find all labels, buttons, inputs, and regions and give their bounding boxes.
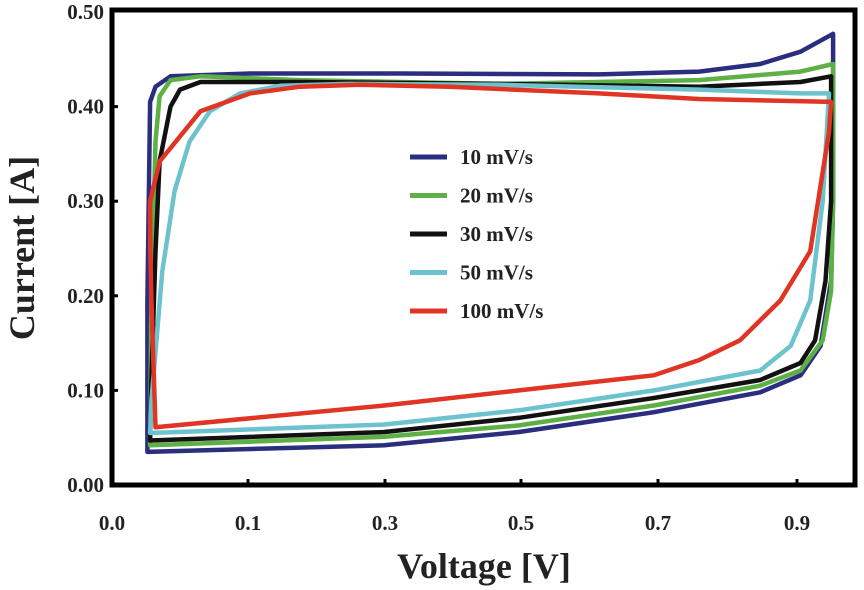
series-line-100-mv-s <box>147 82 834 430</box>
legend-label: 100 mV/s <box>460 299 543 323</box>
x-tick-label: 0.0 <box>99 511 125 535</box>
x-tick-label: 0.9 <box>784 511 810 535</box>
series-line-10-mv-s <box>145 31 836 455</box>
series-line-30-mv-s <box>147 74 834 443</box>
x-tick-label: 0.7 <box>645 511 671 535</box>
legend: 10 mV/s 20 mV/s 30 mV/s 50 mV/s 100 mV/s <box>410 145 543 323</box>
x-axis-title: Voltage [V] <box>397 546 571 586</box>
legend-label: 10 mV/s <box>460 145 533 169</box>
y-axis-title: Current [A] <box>2 156 42 340</box>
x-tick-label: 0.3 <box>372 511 398 535</box>
series-line-50-mv-s <box>147 81 832 436</box>
legend-label: 20 mV/s <box>460 184 533 208</box>
y-axis: 0.00 0.10 0.20 0.30 0.40 0.50 <box>67 0 118 497</box>
legend-label: 50 mV/s <box>460 261 533 285</box>
y-tick-label: 0.00 <box>67 473 104 497</box>
y-tick-label: 0.10 <box>67 378 104 402</box>
series-line-20-mv-s <box>147 61 836 448</box>
y-tick-label: 0.40 <box>67 95 104 119</box>
x-tick-label: 0.5 <box>508 511 534 535</box>
y-tick-label: 0.30 <box>67 189 104 213</box>
plot-frame <box>109 7 858 488</box>
x-axis: 0.0 0.1 0.3 0.5 0.7 0.9 <box>99 479 810 535</box>
series-layer <box>145 31 836 455</box>
y-tick-label: 0.20 <box>67 284 104 308</box>
y-tick-label: 0.50 <box>67 0 104 24</box>
x-tick-label: 0.1 <box>235 511 261 535</box>
legend-label: 30 mV/s <box>460 222 533 246</box>
